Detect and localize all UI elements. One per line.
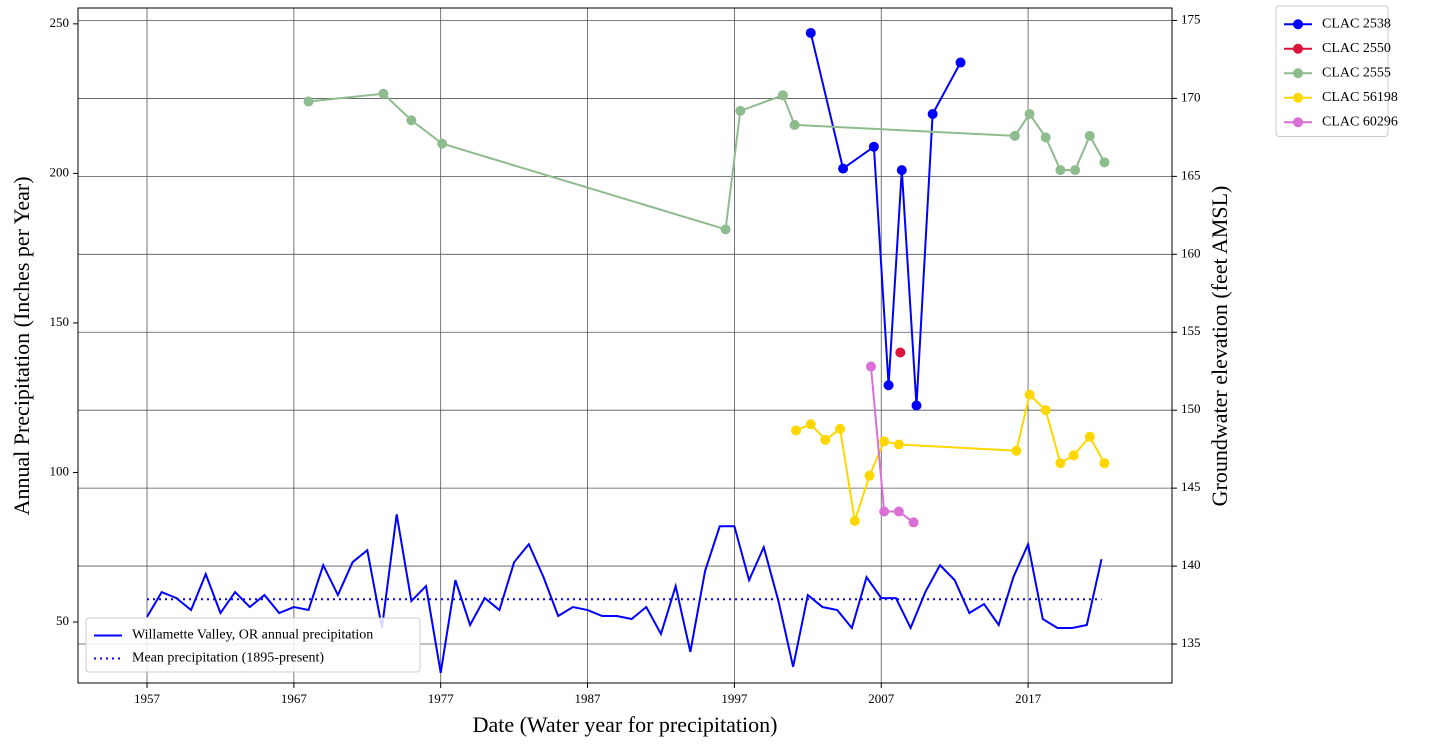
legend-label: Mean precipitation (1895-present) bbox=[132, 651, 324, 666]
series-line bbox=[795, 392, 1106, 522]
data-point bbox=[927, 109, 938, 120]
series-line bbox=[308, 92, 1106, 231]
y2-tick-label: 135 bbox=[1181, 635, 1201, 650]
data-point bbox=[835, 423, 846, 434]
data-point bbox=[720, 224, 731, 235]
data-point bbox=[893, 439, 904, 450]
y2-tick-label: 175 bbox=[1181, 11, 1201, 26]
data-point bbox=[911, 400, 922, 411]
data-point bbox=[838, 163, 849, 174]
legend-marker bbox=[1293, 92, 1303, 103]
data-point bbox=[1099, 157, 1110, 168]
data-point bbox=[893, 506, 904, 517]
data-point bbox=[849, 515, 860, 526]
data-point bbox=[777, 90, 788, 101]
data-point bbox=[791, 425, 802, 436]
data-point bbox=[879, 436, 890, 447]
x-axis-label: Date (Water year for precipitation) bbox=[473, 712, 778, 737]
data-point bbox=[789, 119, 800, 130]
data-point bbox=[378, 88, 389, 99]
y2-tick-label: 160 bbox=[1181, 245, 1201, 260]
data-point bbox=[1024, 109, 1035, 120]
x-tick-label: 1977 bbox=[428, 691, 455, 706]
legend-label: Willamette Valley, OR annual precipitati… bbox=[132, 628, 373, 643]
data-point bbox=[955, 57, 966, 68]
data-point bbox=[1040, 132, 1051, 143]
legend-marker bbox=[1293, 43, 1303, 54]
data-point bbox=[865, 361, 876, 372]
data-point bbox=[1040, 405, 1051, 416]
legend-label: CLAC 2555 bbox=[1322, 65, 1391, 80]
x-tick-label: 1987 bbox=[575, 691, 602, 706]
y-tick-label: 200 bbox=[50, 164, 70, 179]
y2-tick-label: 155 bbox=[1181, 323, 1201, 338]
data-point bbox=[1099, 458, 1110, 469]
data-point bbox=[303, 96, 314, 107]
data-point bbox=[1070, 165, 1081, 176]
legend-label: CLAC 56198 bbox=[1322, 90, 1398, 105]
data-point bbox=[820, 434, 831, 445]
data-point bbox=[1009, 130, 1020, 141]
data-point bbox=[1011, 445, 1022, 456]
data-point bbox=[895, 347, 906, 358]
data-point bbox=[1068, 450, 1079, 461]
x-tick-label: 1957 bbox=[134, 691, 161, 706]
plot-frame bbox=[77, 7, 1173, 684]
data-point bbox=[735, 105, 746, 116]
y-tick-label: 100 bbox=[50, 463, 70, 478]
data-point bbox=[883, 380, 894, 391]
data-point bbox=[406, 115, 417, 126]
series-line bbox=[809, 32, 962, 406]
data-point bbox=[868, 141, 879, 152]
data-point bbox=[1084, 431, 1095, 442]
data-point bbox=[1024, 389, 1035, 400]
data-point bbox=[805, 27, 816, 38]
series-line bbox=[146, 514, 1103, 673]
x-tick-label: 2017 bbox=[1015, 691, 1042, 706]
data-point bbox=[1084, 130, 1095, 141]
legend-box bbox=[85, 617, 421, 673]
y-tick-label: 50 bbox=[56, 613, 69, 628]
data-point bbox=[437, 138, 448, 149]
y-tick-label: 150 bbox=[50, 314, 70, 329]
y2-axis-label: Groundwater elevation (feet AMSL) bbox=[1207, 186, 1232, 507]
y-axis-label: Annual Precipitation (Inches per Year) bbox=[9, 176, 34, 515]
data-point bbox=[1055, 165, 1066, 176]
x-tick-label: 1967 bbox=[281, 691, 308, 706]
series-line bbox=[869, 366, 915, 524]
y2-tick-label: 170 bbox=[1181, 89, 1201, 104]
legend-marker bbox=[1293, 68, 1303, 79]
y2-tick-label: 145 bbox=[1181, 479, 1201, 494]
data-point bbox=[864, 470, 875, 481]
legend-box bbox=[1275, 5, 1389, 137]
data-point bbox=[805, 419, 816, 430]
data-point bbox=[879, 506, 890, 517]
data-point bbox=[896, 165, 907, 176]
legend-label: CLAC 2538 bbox=[1322, 16, 1391, 31]
legend-marker bbox=[1293, 19, 1303, 30]
data-point bbox=[908, 517, 919, 528]
legend-label: CLAC 60296 bbox=[1322, 114, 1398, 129]
legend-label: CLAC 2550 bbox=[1322, 41, 1391, 56]
x-tick-label: 1997 bbox=[721, 691, 748, 706]
y2-tick-label: 165 bbox=[1181, 167, 1201, 182]
y-tick-label: 250 bbox=[50, 15, 70, 30]
y2-tick-label: 150 bbox=[1181, 401, 1201, 416]
y2-tick-label: 140 bbox=[1181, 557, 1201, 572]
plot-area bbox=[146, 27, 1110, 673]
legend-marker bbox=[1293, 117, 1303, 128]
data-point bbox=[1055, 458, 1066, 469]
x-tick-label: 2007 bbox=[868, 691, 895, 706]
